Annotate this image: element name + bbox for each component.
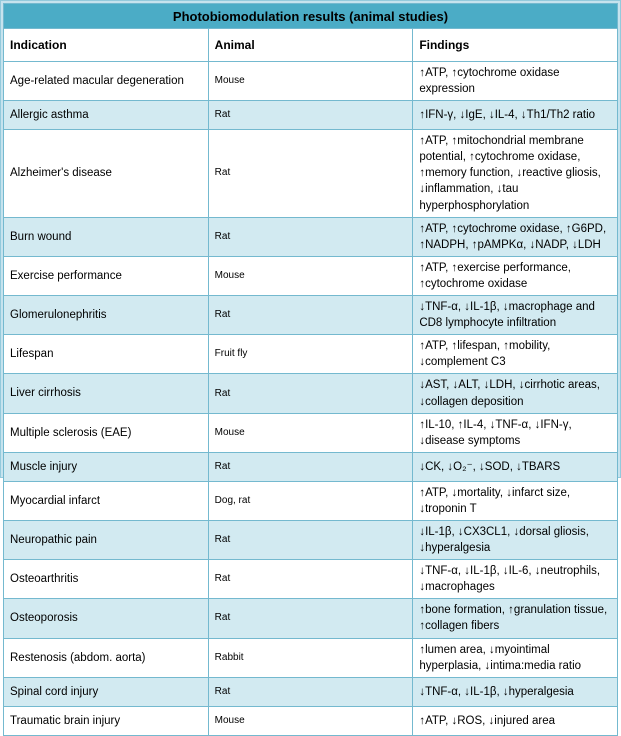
table-head: Photobiomodulation results (animal studi… [3,3,618,62]
table-row: Traumatic brain injury Mouse ↑ATP, ↓ROS, ↓… [3,705,618,736]
row-indication-cell: Lifespan [3,334,209,375]
table-row: Osteoarthritis Rat ↓TNF-α, ↓IL-1β, ↓IL-6, … [3,559,618,600]
row-indication-cell: Spinal cord injury [3,676,209,707]
row-findings-cell: ↑ATP, ↑cytochrome oxidase, ↑G6PD, ↑NADPH… [412,216,618,257]
row-findings-cell: ↑IFN-γ, ↓IgE, ↓IL-4, ↓Th1/Th2 ratio [412,100,618,131]
header-row: Indication Animal Findings [3,28,618,62]
row-animal-cell: Rat [207,451,414,482]
row-indication-cell: Myocardial infarct [3,480,209,521]
table-body: Age-related macular degeneration Mouse ↑AT… [3,60,618,736]
table-row: Spinal cord injury Rat ↓TNF-α, ↓IL-1β, ↓hy… [3,676,618,707]
table-row: Exercise performance Mouse ↑ATP, ↑exercise… [3,255,618,297]
row-indication-cell: Muscle injury [3,451,209,482]
row-animal-cell: Mouse [207,255,414,297]
column-header-animal: Animal [207,28,414,62]
table-row: Burn wound Rat ↑ATP, ↑cytochrome oxidase, … [3,216,618,257]
row-animal-cell: Mouse [207,705,414,736]
column-header-findings: Findings [412,28,618,62]
row-indication-cell: Age-related macular degeneration [3,60,209,102]
row-findings-cell: ↓TNF-α, ↓IL-1β, ↓hyperalgesia [412,676,618,707]
row-animal-cell: Rat [207,598,414,639]
table-row: Liver cirrhosis Rat ↓AST, ↓ALT, ↓LDH, ↓cir… [3,373,618,414]
row-indication-cell: Multiple sclerosis (EAE) [3,412,209,453]
row-indication-cell: Neuropathic pain [3,519,209,561]
row-indication-cell: Glomerulonephritis [3,295,209,336]
table-row: Muscle injury Rat ↓CK, ↓O₂⁻, ↓SOD, ↓TBARS [3,451,618,482]
table-row: Myocardial infarct Dog, rat ↑ATP, ↓mortali… [3,480,618,521]
row-animal-cell: Mouse [207,60,414,102]
row-findings-cell: ↑bone formation, ↑granulation tissue, ↑c… [412,598,618,639]
table-row: Neuropathic pain Rat ↓IL-1β, ↓CX3CL1, ↓dor… [3,519,618,561]
column-header-indication: Indication [3,28,209,62]
row-animal-cell: Rat [207,129,414,218]
row-animal-cell: Dog, rat [207,480,414,521]
row-indication-cell: Osteoporosis [3,598,209,639]
row-indication-cell: Exercise performance [3,255,209,297]
table-title: Photobiomodulation results (animal studi… [3,3,618,29]
row-indication-cell: Osteoarthritis [3,559,209,600]
row-findings-cell: ↑lumen area, ↓myointimal hyperplasia, ↓i… [412,637,618,678]
row-findings-cell: ↓AST, ↓ALT, ↓LDH, ↓cirrhotic areas, ↓col… [412,373,618,414]
row-findings-cell: ↓CK, ↓O₂⁻, ↓SOD, ↓TBARS [412,451,618,482]
row-findings-cell: ↑ATP, ↑cytochrome oxidase expression [412,60,618,102]
table-row: Alzheimer's disease Rat ↑ATP, ↑mitochondri… [3,129,618,218]
row-findings-cell: ↑ATP, ↓ROS, ↓injured area [412,705,618,736]
table-row: Restenosis (abdom. aorta) Rabbit ↑lumen ar… [3,637,618,678]
row-animal-cell: Rabbit [207,637,414,678]
row-findings-cell: ↑IL-10, ↑IL-4, ↓TNF-α, ↓IFN-γ, ↓disease … [412,412,618,453]
row-findings-cell: ↑ATP, ↓mortality, ↓infarct size, ↓tropon… [412,480,618,521]
row-findings-cell: ↑ATP, ↑lifespan, ↑mobility, ↓complement … [412,334,618,375]
row-indication-cell: Traumatic brain injury [3,705,209,736]
row-findings-cell: ↑ATP, ↑mitochondrial membrane potential,… [412,129,618,218]
table-row: Multiple sclerosis (EAE) Mouse ↑IL-10, ↑IL… [3,412,618,453]
row-animal-cell: Fruit fly [207,334,414,375]
row-animal-cell: Rat [207,373,414,414]
row-animal-cell: Rat [207,559,414,600]
row-animal-cell: Mouse [207,412,414,453]
row-findings-cell: ↓IL-1β, ↓CX3CL1, ↓dorsal gliosis, ↓hyper… [412,519,618,561]
photobiomodulation-results-table: Photobiomodulation results (animal studi… [3,3,618,736]
row-animal-cell: Rat [207,100,414,131]
title-row: Photobiomodulation results (animal studi… [3,3,618,29]
table-row: Allergic asthma Rat ↑IFN-γ, ↓IgE, ↓IL-4, ↓… [3,100,618,131]
row-indication-cell: Alzheimer's disease [3,129,209,218]
row-animal-cell: Rat [207,216,414,257]
row-findings-cell: ↑ATP, ↑exercise performance, ↑cytochrome… [412,255,618,297]
row-animal-cell: Rat [207,295,414,336]
row-animal-cell: Rat [207,519,414,561]
row-findings-cell: ↓TNF-α, ↓IL-1β, ↓IL-6, ↓neutrophils, ↓ma… [412,559,618,600]
table-row: Lifespan Fruit fly ↑ATP, ↑lifespan, ↑mobil… [3,334,618,375]
table-row: Age-related macular degeneration Mouse ↑AT… [3,60,618,102]
row-animal-cell: Rat [207,676,414,707]
row-indication-cell: Restenosis (abdom. aorta) [3,637,209,678]
table-row: Osteoporosis Rat ↑bone formation, ↑granula… [3,598,618,639]
table-row: Glomerulonephritis Rat ↓TNF-α, ↓IL-1β, ↓ma… [3,295,618,336]
row-findings-cell: ↓TNF-α, ↓IL-1β, ↓macrophage and CD8 lymp… [412,295,618,336]
row-indication-cell: Burn wound [3,216,209,257]
row-indication-cell: Liver cirrhosis [3,373,209,414]
row-indication-cell: Allergic asthma [3,100,209,131]
